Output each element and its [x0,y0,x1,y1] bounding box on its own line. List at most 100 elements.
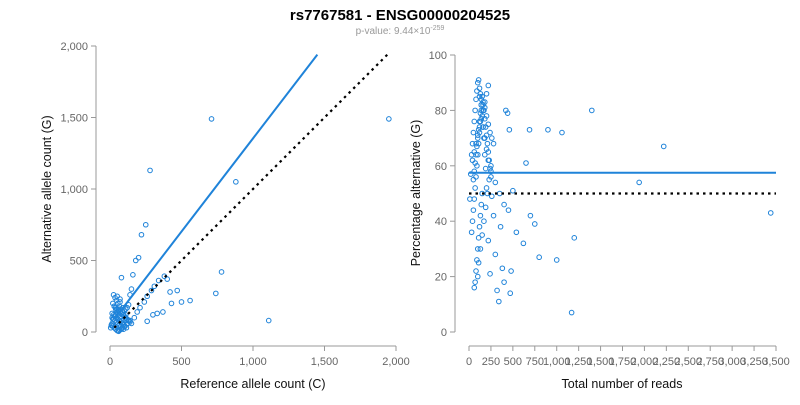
right-data-point [480,99,486,105]
right-data-point [478,96,485,103]
right-data-point [472,107,478,114]
right-data-point [497,223,504,230]
right-x-tick-label: 3,250 [740,356,768,368]
left-points [107,116,392,335]
left-data-point [160,309,166,315]
subtitle-exponent: -259 [430,25,444,32]
right-data-point [536,254,542,261]
right-data-point [485,82,492,89]
left-data-point [164,276,170,282]
right-data-point [481,99,488,105]
left-data-point [111,324,118,331]
right-data-point [496,190,503,197]
right-data-point [501,279,507,285]
right-y-tick-label: 80 [435,105,447,117]
right-data-point [475,140,482,147]
left-data-point [128,320,135,327]
right-data-point [475,126,482,133]
right-data-point [474,246,481,252]
right-data-point [473,96,479,103]
right-data-point [767,210,774,216]
right-data-point [473,140,479,147]
left-data-point [208,116,215,122]
right-data-point [472,185,478,191]
right-x-tick-label: 1,750 [609,356,637,368]
left-data-point [142,221,149,228]
left-y-tick-label: 1,000 [60,184,88,196]
left-data-point [144,318,150,325]
left-data-point [110,300,116,307]
left-data-point [120,322,127,328]
right-data-point [479,232,485,238]
left-x-ticks: 0 500 1,000 1,500 2,000 [107,346,410,368]
right-data-point [481,115,488,122]
right-data-point [477,212,484,219]
right-data-point [531,221,538,227]
right-data-point [486,157,492,164]
left-data-point [178,299,185,305]
right-data-point [481,151,488,158]
right-data-point [494,287,500,294]
right-data-point [636,179,642,186]
right-x-tick-label: 750 [526,356,544,368]
right-data-point [505,207,512,213]
left-data-point [127,319,133,325]
left-data-point [110,292,117,298]
left-data-point [112,294,118,301]
right-data-point [523,160,529,166]
right-data-point [490,212,497,219]
right-data-point [481,218,487,224]
right-data-point [559,129,565,136]
right-data-point [508,268,514,274]
left-lines [113,53,389,329]
right-x-tick-label: 1,250 [565,356,593,368]
right-data-point [475,77,482,83]
right-data-point [568,309,575,316]
left-data-point [131,314,138,321]
right-data-point [476,85,483,92]
right-data-point [476,118,483,125]
left-data-point [147,167,153,174]
right-data-point [479,93,485,100]
right-x-axis-label: Total number of reads [562,377,683,391]
right-x-tick-label: 1,000 [543,356,571,368]
left-data-point [128,286,135,292]
left-fit-line [113,53,319,320]
right-data-point [506,126,513,133]
left-scatter-panel: 0 500 1,000 1,500 2,000 05001,0001,5002,000 … [40,41,410,391]
right-data-point [480,124,486,130]
right-data-point [478,102,485,108]
left-data-point [167,289,173,295]
left-data-point [115,328,122,335]
left-data-point [108,322,115,328]
left-data-point [135,254,142,261]
right-data-point [471,149,478,155]
right-data-point [471,284,478,291]
right-lines [469,171,776,195]
right-data-point [474,88,480,94]
right-data-point [475,259,482,266]
right-data-point [470,176,477,183]
right-data-point [490,140,497,147]
right-data-point [589,107,595,114]
right-x-ticks: 0 250 500 7501,0001,2501,5001,7502,0002,250… [466,346,790,368]
left-y-tick-label: 2,000 [60,41,88,53]
right-data-point [472,279,478,285]
left-data-point [130,272,136,278]
right-data-point [527,212,534,219]
right-data-point [478,107,485,114]
left-data-point [120,312,126,318]
right-data-point [469,140,476,147]
right-data-point [476,93,483,100]
right-y-tick-label: 40 [435,216,447,228]
right-data-point [474,163,480,169]
left-data-point [124,316,130,322]
left-data-point [113,297,120,304]
right-data-point [477,90,484,97]
left-data-point [117,319,124,325]
left-y-ticks: 0 500 1,000 1,500 2,000 [60,41,96,339]
right-data-point [660,143,667,150]
right-x-tick-label: 500 [504,356,522,368]
left-data-point [117,309,123,315]
right-data-point [503,107,509,114]
